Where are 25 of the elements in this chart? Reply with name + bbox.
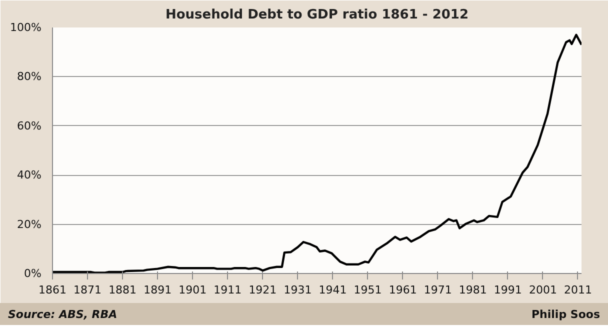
y-tick-label: 100% [10,21,42,34]
x-tick-label: 1941 [318,284,347,296]
x-tick-label: 1971 [424,284,452,296]
x-tick-label: 1961 [388,284,417,296]
x-tick-label: 2011 [564,284,592,296]
x-tick-label: 1881 [108,284,137,296]
x-tick-label: 1891 [144,284,172,296]
text: Philip Soos [532,307,600,323]
chart-title: Household Debt to GDP ratio 1861 - 2012 [165,8,469,22]
x-tick-label: 1921 [248,284,277,296]
x-tick-label: 1901 [178,284,207,296]
y-tick-label: 60% [17,119,42,132]
y-tick-label: 80% [17,70,42,84]
x-tick-label: 1991 [494,284,522,296]
y-tick-label: 20% [17,218,42,231]
x-tick-label: 1871 [74,284,102,296]
x-tick-label: 1911 [214,284,242,296]
x-tick-label: 1951 [354,284,382,296]
y-tick-label: 0% [24,267,42,280]
x-tick-label: 2001 [528,284,557,296]
y-tick-label: 40% [17,168,42,182]
source-note: Source: ABS, RBA [8,307,118,323]
x-tick-label: 1931 [284,284,312,296]
x-tick-label: 1981 [458,284,487,296]
x-tick-label: 1861 [38,284,67,296]
